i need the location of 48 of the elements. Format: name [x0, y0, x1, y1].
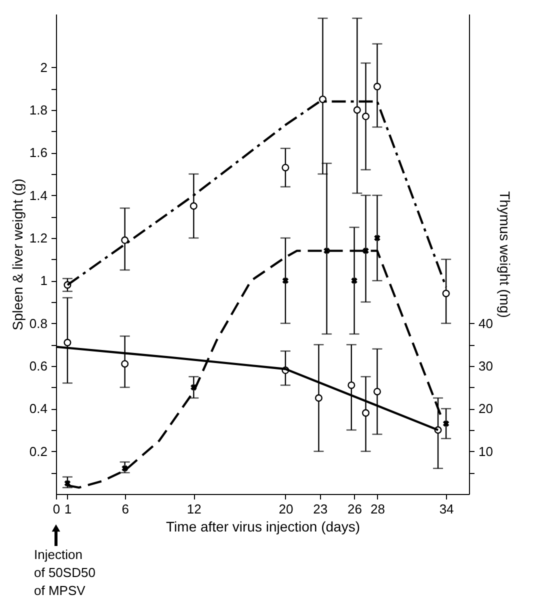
x-tick-label: 20 — [278, 502, 294, 516]
y-tick-label: 0.4 — [29, 401, 48, 416]
y-tick-label: 1.6 — [29, 145, 48, 160]
y-tick-label: 0.6 — [29, 358, 48, 374]
x-tick-label: 23 — [313, 502, 328, 516]
x-tick-label: 26 — [348, 502, 362, 516]
point — [324, 248, 330, 254]
point — [353, 106, 361, 114]
point — [362, 248, 369, 254]
y2-axis-title: Thymus weight (mg) — [496, 191, 513, 318]
x-tick-label: 34 — [439, 502, 454, 516]
point — [348, 381, 356, 389]
point — [442, 420, 450, 427]
y-tick-label: 1.8 — [29, 102, 48, 118]
x-tick-label: 28 — [370, 502, 385, 516]
x-tick-label: 0 — [52, 502, 60, 516]
point — [351, 278, 358, 284]
y-axis-title: Spleen & liver weight (g) — [9, 178, 26, 330]
point — [64, 338, 72, 346]
point — [373, 388, 381, 396]
y2-tick-label: 20 — [478, 401, 493, 416]
x-tick-label: 12 — [186, 502, 202, 516]
point — [314, 394, 322, 402]
point — [121, 236, 129, 244]
x-tick-label: 1 — [64, 502, 72, 516]
y-tick-label: 0.8 — [29, 316, 48, 331]
text: Injection of 50SD50 of MPSV — [34, 547, 96, 598]
y2-tick-label: 40 — [478, 316, 493, 331]
y-tick-label: 1.2 — [29, 230, 48, 246]
x-axis-title: Time after virus injection (days) — [166, 518, 360, 534]
point — [362, 112, 370, 120]
y-tick-label: 1 — [40, 273, 48, 288]
y2-tick-label: 10 — [478, 444, 493, 459]
point — [442, 290, 450, 298]
point — [190, 202, 198, 210]
y2-tick-label: 30 — [478, 358, 493, 374]
y-tick-label: 1.4 — [29, 188, 48, 203]
point — [282, 278, 289, 284]
point — [318, 96, 326, 104]
point — [374, 234, 380, 242]
point — [362, 409, 370, 417]
point — [373, 82, 381, 90]
y-tick-label: 0.2 — [29, 444, 48, 459]
y-tick-label: 2 — [40, 60, 48, 75]
point — [122, 465, 128, 472]
x-tick-label: 6 — [122, 502, 129, 516]
point — [282, 164, 290, 172]
point — [121, 360, 129, 368]
